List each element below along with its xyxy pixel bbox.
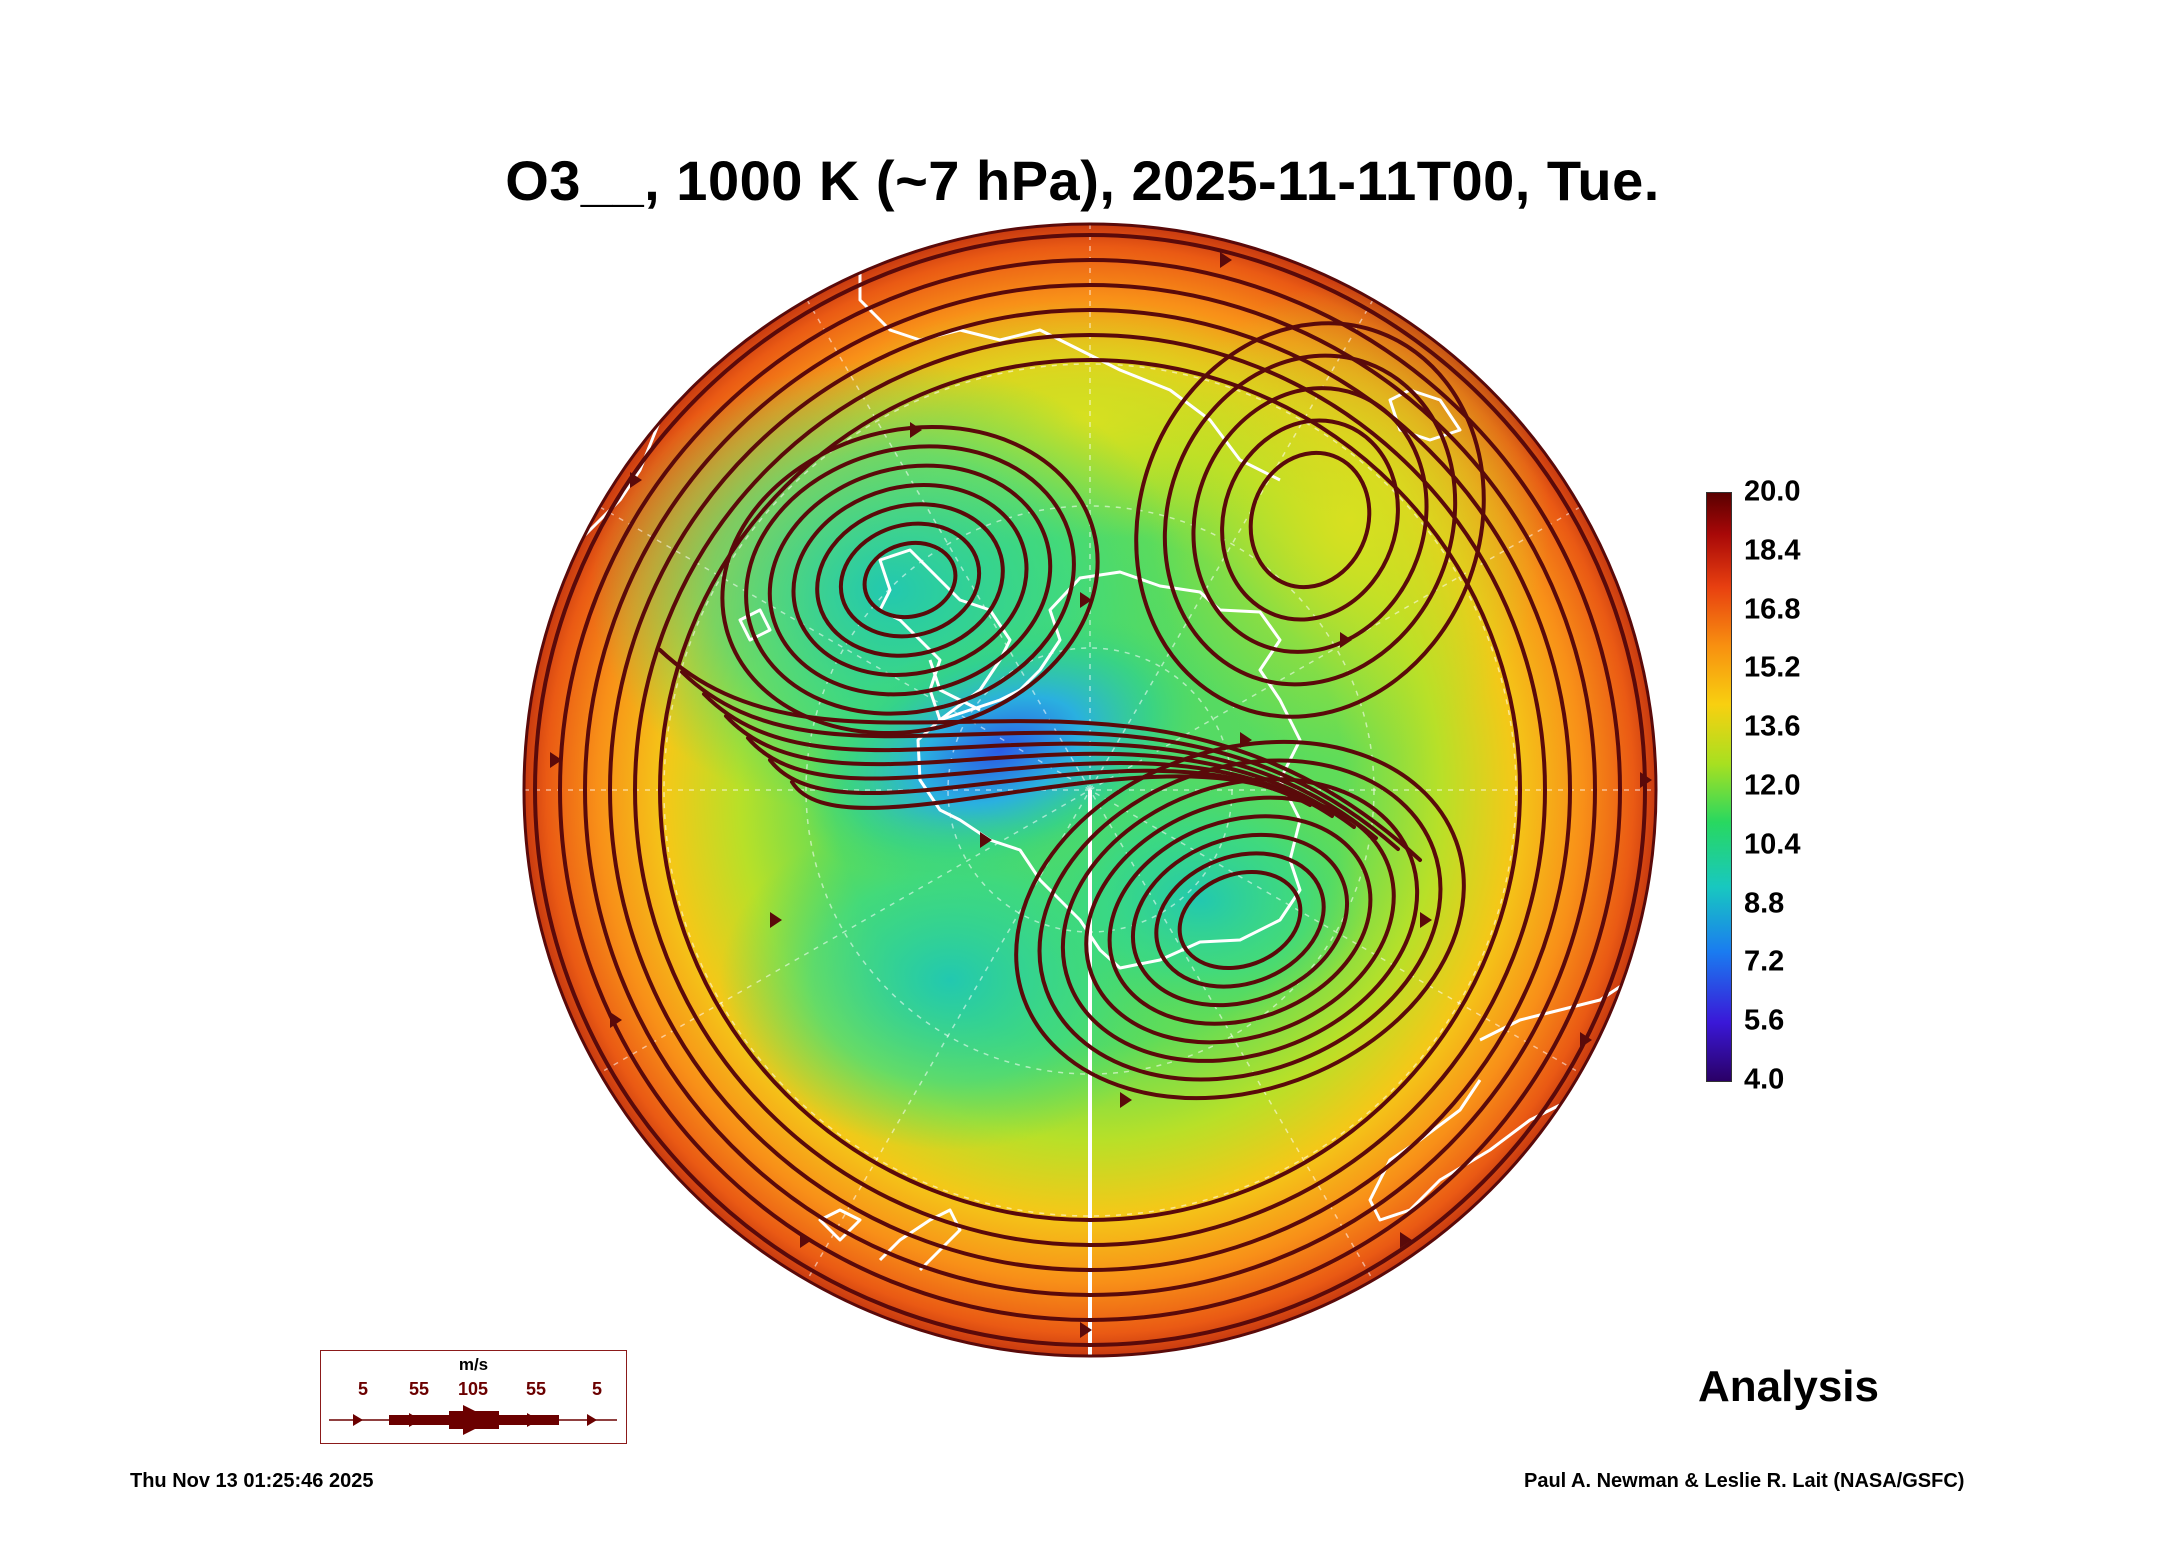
streamline-arrow <box>1580 1032 1592 1048</box>
colorbar-tick-label: 10.4 <box>1744 828 1801 861</box>
streamline-arrow <box>1470 322 1482 338</box>
streamline <box>1177 869 1303 971</box>
streamline <box>1248 450 1372 590</box>
streamline <box>720 424 1100 736</box>
streamline <box>1134 321 1486 719</box>
streamline <box>558 258 1622 1322</box>
legend-speed-label: 5 <box>357 1379 369 1399</box>
colorbar-tick-label: 20.0 <box>1744 475 1801 508</box>
streamline <box>633 333 1547 1247</box>
colorbar-tick-label: 7.2 <box>1744 945 1785 978</box>
legend-speed-label: 5 <box>591 1379 603 1399</box>
streamline <box>815 502 1005 658</box>
streamline <box>658 648 1422 862</box>
footer-credit: Paul A. Newman & Leslie R. Lait (NASA/GS… <box>1524 1470 1965 1492</box>
streamline-arrow <box>1640 772 1652 788</box>
streamline-arrow <box>1080 1322 1092 1338</box>
streamline <box>767 463 1053 697</box>
colorbar-tick-label: 15.2 <box>1744 651 1801 684</box>
streamline-arrow <box>800 1232 812 1248</box>
streamline <box>1130 832 1350 1008</box>
streamline <box>862 540 958 620</box>
streamline-arrow <box>1220 252 1232 268</box>
polar-ozone-map <box>522 222 1658 1358</box>
colorbar-tick-label: 5.6 <box>1744 1004 1785 1037</box>
streamline <box>1154 851 1326 989</box>
streamline-arrow <box>550 752 562 768</box>
streamline <box>724 714 1356 829</box>
streamline-arrow <box>980 832 992 848</box>
streamline <box>746 736 1334 818</box>
streamline-arrow <box>630 472 642 488</box>
streamline-arrow <box>1240 732 1252 748</box>
analysis-label: Analysis <box>1698 1362 1879 1411</box>
streamline <box>1084 795 1396 1045</box>
streamline <box>744 444 1076 716</box>
streamline-arrow <box>910 422 922 438</box>
streamline-arrow <box>1400 1232 1412 1248</box>
legend-speed-label: 105 <box>457 1379 489 1399</box>
streamline-arrow <box>1080 592 1092 608</box>
streamline-arrow <box>1340 632 1352 648</box>
streamline <box>791 482 1029 678</box>
streamline <box>608 308 1572 1272</box>
legend-arrow-scale <box>329 1405 617 1435</box>
streamline <box>838 521 982 639</box>
streamline <box>1220 418 1400 622</box>
colorbar <box>1706 492 1732 1082</box>
streamline <box>1162 353 1458 687</box>
colorbar-tick-label: 16.8 <box>1744 593 1801 626</box>
colorbar-tick-label: 4.0 <box>1744 1063 1785 1096</box>
legend-unit: m/s <box>458 1355 489 1374</box>
colorbar-tick-label: 13.6 <box>1744 710 1801 743</box>
streamline <box>1060 777 1420 1063</box>
coastline <box>818 1208 862 1242</box>
streamline <box>658 358 1522 1222</box>
wind-speed-legend: m/s 5 55 105 55 5 <box>320 1350 627 1444</box>
streamline <box>583 283 1597 1297</box>
streamline-arrow <box>1600 512 1612 528</box>
coastline <box>916 570 1302 970</box>
streamline <box>1191 386 1429 654</box>
streamline <box>1107 814 1373 1026</box>
streamline-arrow <box>610 1012 622 1028</box>
streamline-arrow <box>820 267 832 283</box>
colorbar-tick-label: 18.4 <box>1744 534 1801 567</box>
streamline <box>533 233 1647 1347</box>
streamline <box>702 692 1378 840</box>
footer-timestamp: Thu Nov 13 01:25:46 2025 <box>130 1470 374 1492</box>
coastline <box>738 608 772 642</box>
map-rim <box>522 222 1658 1358</box>
colorbar-tick-label: 12.0 <box>1744 769 1801 802</box>
streamline-arrow <box>770 912 782 928</box>
streamline-arrow <box>1420 912 1432 928</box>
legend-speed-label: 55 <box>408 1379 430 1399</box>
legend-speed-label: 55 <box>525 1379 547 1399</box>
streamline-arrow <box>1120 1092 1132 1108</box>
coastline <box>878 1208 962 1272</box>
map-title: O3__, 1000 K (~7 hPa), 2025-11-11T00, Tu… <box>505 149 1660 212</box>
streamline <box>790 774 1290 810</box>
streamline <box>680 670 1400 851</box>
colorbar-tick-label: 8.8 <box>1744 887 1785 920</box>
coastline <box>848 224 1281 482</box>
coastline <box>928 659 981 712</box>
